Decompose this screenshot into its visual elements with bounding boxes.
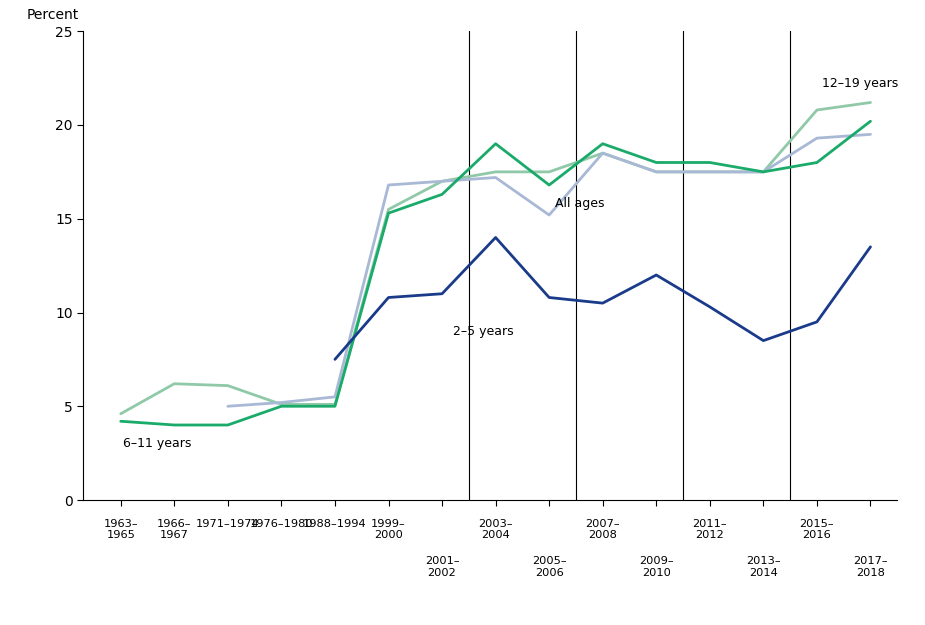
Text: 6–11 years: 6–11 years	[123, 438, 191, 450]
Text: 2013–
2014: 2013– 2014	[746, 556, 781, 578]
Text: 1988–1994: 1988–1994	[303, 519, 366, 529]
Text: Percent: Percent	[26, 8, 79, 22]
Text: 1971–1974: 1971–1974	[196, 519, 260, 529]
Text: 2–5 years: 2–5 years	[452, 325, 513, 338]
Text: 2001–
2002: 2001– 2002	[425, 556, 460, 578]
Text: 2009–
2010: 2009– 2010	[639, 556, 673, 578]
Text: 2011–
2012: 2011– 2012	[693, 519, 727, 541]
Text: 1976–1980: 1976–1980	[250, 519, 314, 529]
Text: 1999–
2000: 1999– 2000	[371, 519, 406, 541]
Text: 2003–
2004: 2003– 2004	[478, 519, 513, 541]
Text: 2007–
2008: 2007– 2008	[586, 519, 620, 541]
Text: 12–19 years: 12–19 years	[822, 78, 898, 90]
Text: All ages: All ages	[554, 198, 604, 210]
Text: 2005–
2006: 2005– 2006	[532, 556, 566, 578]
Text: 2015–
2016: 2015– 2016	[799, 519, 834, 541]
Text: 2017–
2018: 2017– 2018	[853, 556, 888, 578]
Text: 1963–
1965: 1963– 1965	[104, 519, 138, 541]
Text: 1966–
1967: 1966– 1967	[157, 519, 191, 541]
